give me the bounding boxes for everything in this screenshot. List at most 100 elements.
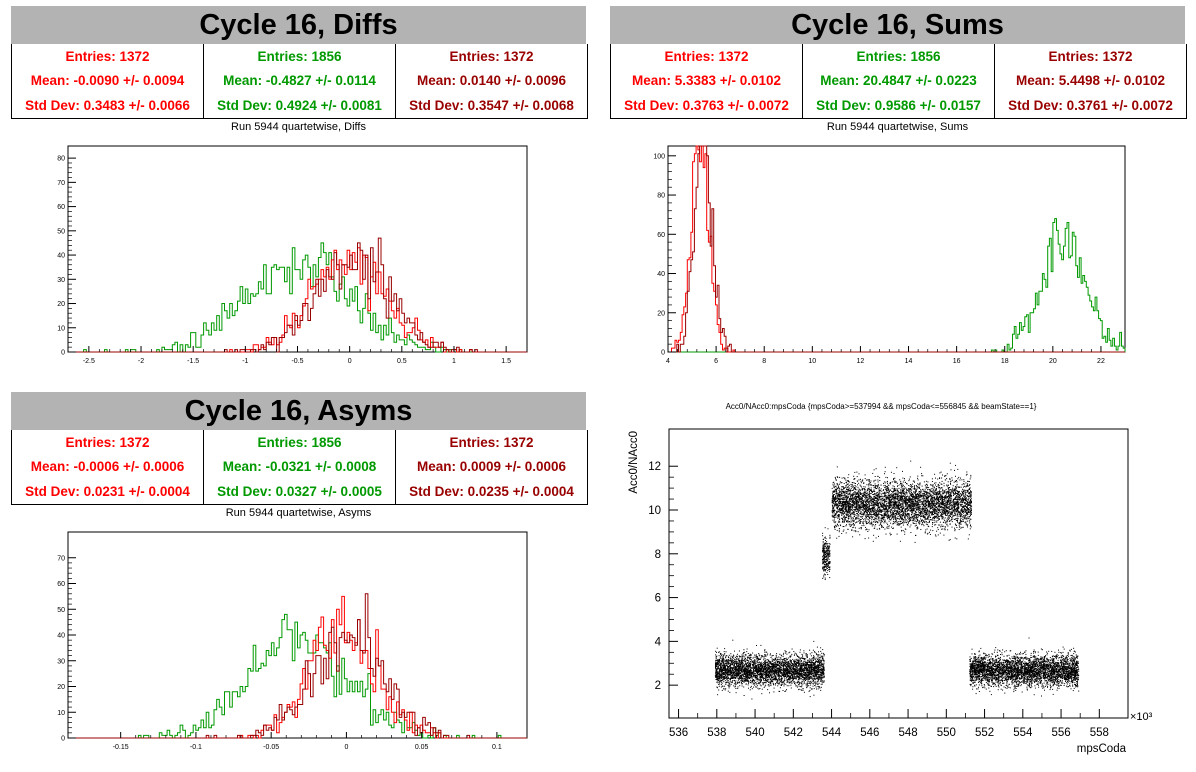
scatter-point	[803, 658, 805, 660]
scatter-point	[768, 670, 769, 672]
scatter-point	[777, 669, 779, 671]
scatter-point	[763, 659, 765, 661]
scatter-point	[934, 494, 936, 495]
scatter-point	[810, 666, 812, 668]
scatter-point	[844, 516, 846, 518]
scatter-point	[733, 660, 735, 662]
scatter-point	[825, 551, 827, 553]
scatter-point	[735, 675, 737, 677]
scatter-point	[802, 664, 804, 666]
scatter-point	[796, 667, 798, 668]
scatter-point	[965, 485, 967, 487]
scatter-point	[815, 667, 817, 669]
scatter-point	[809, 687, 811, 689]
scatter-point	[826, 572, 828, 573]
scatter-point	[726, 665, 728, 667]
scatter-point	[718, 664, 720, 666]
scatter-point	[741, 678, 743, 680]
scatter-point	[750, 675, 752, 677]
scatter-point	[822, 674, 824, 675]
y-tick-label: 10	[57, 710, 65, 717]
scatter-point	[810, 670, 812, 672]
x-tick-label: 0.05	[415, 744, 429, 751]
scatter-point	[765, 673, 767, 675]
scatter-point	[741, 669, 743, 671]
y-tick-label: 60	[57, 204, 65, 211]
scatter-point	[794, 659, 796, 661]
scatter-point	[942, 489, 944, 491]
scatter-point	[813, 678, 815, 680]
scatter-point	[734, 672, 736, 674]
sums-stats-col-3: Entries: 1372 Mean: 5.4498 +/- 0.0102 St…	[995, 44, 1186, 118]
scatter-point	[764, 672, 766, 674]
scatter-point	[790, 669, 792, 670]
scatter-point	[748, 667, 750, 669]
scatter-point	[716, 686, 718, 688]
scatter-point	[824, 557, 825, 559]
scatter-point	[786, 680, 788, 682]
scatter-point	[779, 667, 781, 669]
scatter-point	[822, 566, 824, 568]
scatter-point	[784, 652, 786, 654]
scatter-point	[813, 669, 815, 671]
scatter-point	[963, 480, 965, 482]
scatter-point	[879, 480, 881, 481]
scatter-point	[769, 678, 771, 680]
scatter-point	[768, 664, 769, 666]
scatter-point	[816, 677, 818, 679]
scatter-point	[767, 678, 769, 680]
scatter-point	[827, 549, 829, 551]
scatter-point	[735, 666, 737, 668]
scatter-point	[732, 663, 734, 665]
scatter-point	[784, 650, 786, 652]
x-tick-label: 22	[1097, 358, 1105, 365]
scatter-point	[748, 681, 750, 683]
scatter-point	[818, 674, 820, 675]
scatter-point	[807, 684, 808, 686]
scatter-point	[817, 658, 819, 660]
scatter-point	[951, 489, 953, 491]
scatter-point	[824, 569, 826, 570]
scatter-point	[777, 682, 779, 684]
scatter-point	[766, 661, 768, 663]
scatter-point	[815, 665, 817, 667]
scatter-point	[734, 661, 736, 663]
scatter-point	[760, 671, 762, 673]
scatter-point	[723, 664, 725, 666]
scatter-point	[887, 510, 889, 512]
scatter-point	[808, 671, 810, 673]
scatter-point	[760, 681, 762, 683]
scatter-point	[767, 665, 768, 667]
scatter-point	[728, 659, 729, 661]
scatter-point	[756, 665, 758, 667]
scatter-point	[794, 669, 796, 671]
scatter-point	[753, 669, 754, 671]
scatter-point	[719, 664, 721, 666]
scatter-point	[766, 661, 768, 663]
scatter-point	[783, 681, 785, 683]
scatter-point	[894, 492, 896, 494]
scatter-point	[953, 515, 955, 517]
scatter-point	[795, 660, 797, 662]
scatter-point	[754, 673, 756, 675]
scatter-point	[822, 676, 824, 678]
scatter-point	[785, 661, 787, 663]
scatter-point	[762, 671, 764, 673]
scatter-point	[820, 671, 822, 673]
scatter-point	[720, 670, 722, 672]
scatter-point	[719, 670, 721, 672]
scatter-point	[733, 655, 735, 657]
scatter-point	[726, 672, 728, 674]
scatter-point	[824, 561, 826, 563]
scatter-point	[724, 648, 726, 650]
scatter-point	[790, 661, 792, 663]
scatter-point	[787, 662, 789, 664]
scatter-point	[760, 679, 762, 681]
scatter-point	[866, 509, 868, 511]
scatter-point	[824, 556, 826, 558]
scatter-point	[750, 656, 751, 658]
scatter-point	[727, 679, 729, 681]
scatter-point	[779, 668, 781, 670]
scatter-point	[745, 669, 747, 670]
scatter-point	[741, 663, 742, 665]
